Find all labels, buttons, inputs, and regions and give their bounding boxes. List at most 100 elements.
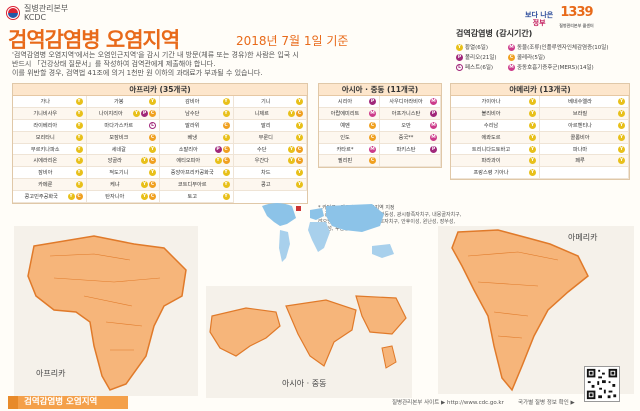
- country-name: 가봉: [113, 98, 124, 105]
- country-badges: Y: [75, 181, 83, 189]
- country-cell: 파라과이 Y: [451, 155, 540, 168]
- disease-badge-m-icon: M: [369, 109, 376, 117]
- country-badges: Y: [222, 181, 230, 189]
- country-badges: Y: [149, 145, 156, 153]
- legend-item: C 콜레라(5일): [508, 53, 636, 61]
- map-africa: [308, 222, 330, 252]
- disease-badge-y-icon: Y: [75, 109, 83, 117]
- country-name: 세네갈: [111, 146, 126, 153]
- country-cell: 볼리비아 Y: [451, 107, 540, 120]
- asia-table: 아시아 · 중동 (11개국) 시리아 P 사우디아라비아 M 아랍에미리트 M 아프가니스…: [318, 83, 442, 169]
- country-name: 라이베리아: [33, 122, 58, 129]
- qr-code-icon[interactable]: [584, 366, 620, 402]
- disease-badge-c-icon: C: [149, 193, 156, 201]
- disease-badge-y-icon: Y: [149, 145, 156, 153]
- country-cell: 니제르 Y C: [233, 107, 307, 120]
- country-name: 볼리비아: [481, 110, 501, 117]
- country-cell: 트리니다드토바고 Y: [451, 143, 540, 156]
- country-cell: 코트디부아르 Y: [160, 179, 234, 192]
- disease-badge-y-icon: Y: [529, 169, 536, 177]
- country-cell: 베네수엘라 Y: [540, 96, 629, 108]
- country-name: 말라위: [185, 122, 200, 129]
- country-name: 앙골라: [107, 158, 122, 165]
- country-badges: Y: [75, 109, 83, 117]
- disease-badge-y-icon: Y: [296, 121, 303, 129]
- country-cell: 사우디아라비아 M: [380, 96, 441, 108]
- country-badges: Y: [529, 133, 536, 141]
- country-disease-info-link[interactable]: 국가별 질병 정보 확인 ▶: [518, 400, 575, 406]
- country-cell: 에티오피아 Y C: [160, 155, 234, 168]
- country-cell: 차드 Y: [233, 167, 307, 180]
- country-cell: 앙골라 Y C: [86, 155, 160, 168]
- disease-badge-c-icon: C: [296, 145, 303, 153]
- disease-badge-c-icon: C: [369, 121, 376, 129]
- disease-badge-y-icon: Y: [75, 157, 83, 165]
- disease-badge-y-icon: Y: [214, 157, 222, 165]
- disease-badge-c-icon: C: [75, 193, 83, 201]
- country-cell: 나이지리아 Y P C: [86, 107, 160, 120]
- note-line: 푸젠성, 후난성: [318, 226, 349, 232]
- country-name: 수단: [256, 146, 267, 153]
- country-cell: 우간다 Y C: [233, 155, 307, 168]
- country-name: 예멘: [340, 122, 350, 129]
- country-badges: C: [369, 121, 376, 129]
- disease-badge-y-icon: Y: [222, 169, 230, 177]
- disease-badge-y-icon: Y: [141, 157, 148, 165]
- disease-badge-p-icon: P: [369, 97, 376, 105]
- country-name: 트리니다드토바고: [471, 146, 511, 153]
- disease-badge-y-icon: Y: [222, 193, 230, 201]
- country-name: 에티오피아: [176, 158, 201, 165]
- country-badges: Y: [149, 97, 156, 105]
- country-badges: M: [430, 121, 437, 129]
- country-name: 파나마: [572, 146, 588, 153]
- disease-badge-y-icon: Y: [75, 145, 83, 153]
- country-name: 나이지리아: [98, 110, 123, 117]
- country-name: 시리아: [337, 98, 353, 105]
- disease-badge-y-icon: Y: [288, 157, 295, 165]
- disease-badge-c-icon: C: [149, 133, 156, 141]
- map-europe: [310, 208, 324, 220]
- disease-badge-l-icon: L: [456, 63, 463, 71]
- kcdc-website-link[interactable]: 질병관리본부 사이트 ▶ http://www.cdc.go.kr: [392, 400, 504, 406]
- disease-badge-y-icon: Y: [141, 193, 148, 201]
- country-badges: Y: [529, 121, 536, 129]
- country-cell: 베냉 Y: [160, 131, 234, 144]
- disease-badge-y-icon: Y: [296, 181, 303, 189]
- country-cell: 세네갈 Y: [86, 143, 160, 156]
- africa-shape: [27, 235, 187, 391]
- africa-map: 아프리카: [14, 226, 198, 396]
- country-cell: 기니비사우 Y: [13, 107, 87, 120]
- country-badges: C: [369, 133, 376, 141]
- country-cell: 부르키나파소 Y: [13, 143, 87, 156]
- disease-badge-c-icon: C: [222, 157, 230, 165]
- country-name: 수리남: [483, 122, 499, 129]
- country-badges: Y: [529, 97, 536, 105]
- asia-title: 아시아 · 중동 (11개국): [319, 84, 441, 96]
- disease-badge-y-icon: Y: [618, 121, 625, 129]
- country-cell: 페루 Y: [540, 155, 629, 168]
- country-badges: M: [430, 133, 437, 141]
- country-badges: M: [369, 109, 376, 117]
- disease-badge-y-icon: Y: [529, 157, 536, 165]
- country-badges: Y: [618, 97, 625, 105]
- country-badges: Y: [149, 169, 156, 177]
- disease-badge-y-icon: Y: [296, 97, 303, 105]
- disease-badge-c-icon: C: [149, 157, 156, 165]
- disease-badge-c-icon: C: [369, 157, 376, 165]
- map-asia: [326, 204, 384, 232]
- disease-badge-y-icon: Y: [75, 121, 83, 129]
- country-name: 마다가스카르: [104, 122, 134, 129]
- country-name: 아랍에미리트: [330, 110, 360, 117]
- disease-badge-p-icon: P: [214, 145, 222, 153]
- country-badges: Y: [618, 145, 625, 153]
- map-highlight-marker: [296, 206, 301, 211]
- country-cell: 가봉 Y: [86, 96, 160, 108]
- legend-title: 검역감염병 (감시기간): [456, 29, 533, 38]
- disease-badge-y-icon: Y: [529, 97, 536, 105]
- country-badges: P: [430, 109, 437, 117]
- country-badges: M: [430, 97, 437, 105]
- country-name: 아프가니스탄: [391, 110, 421, 117]
